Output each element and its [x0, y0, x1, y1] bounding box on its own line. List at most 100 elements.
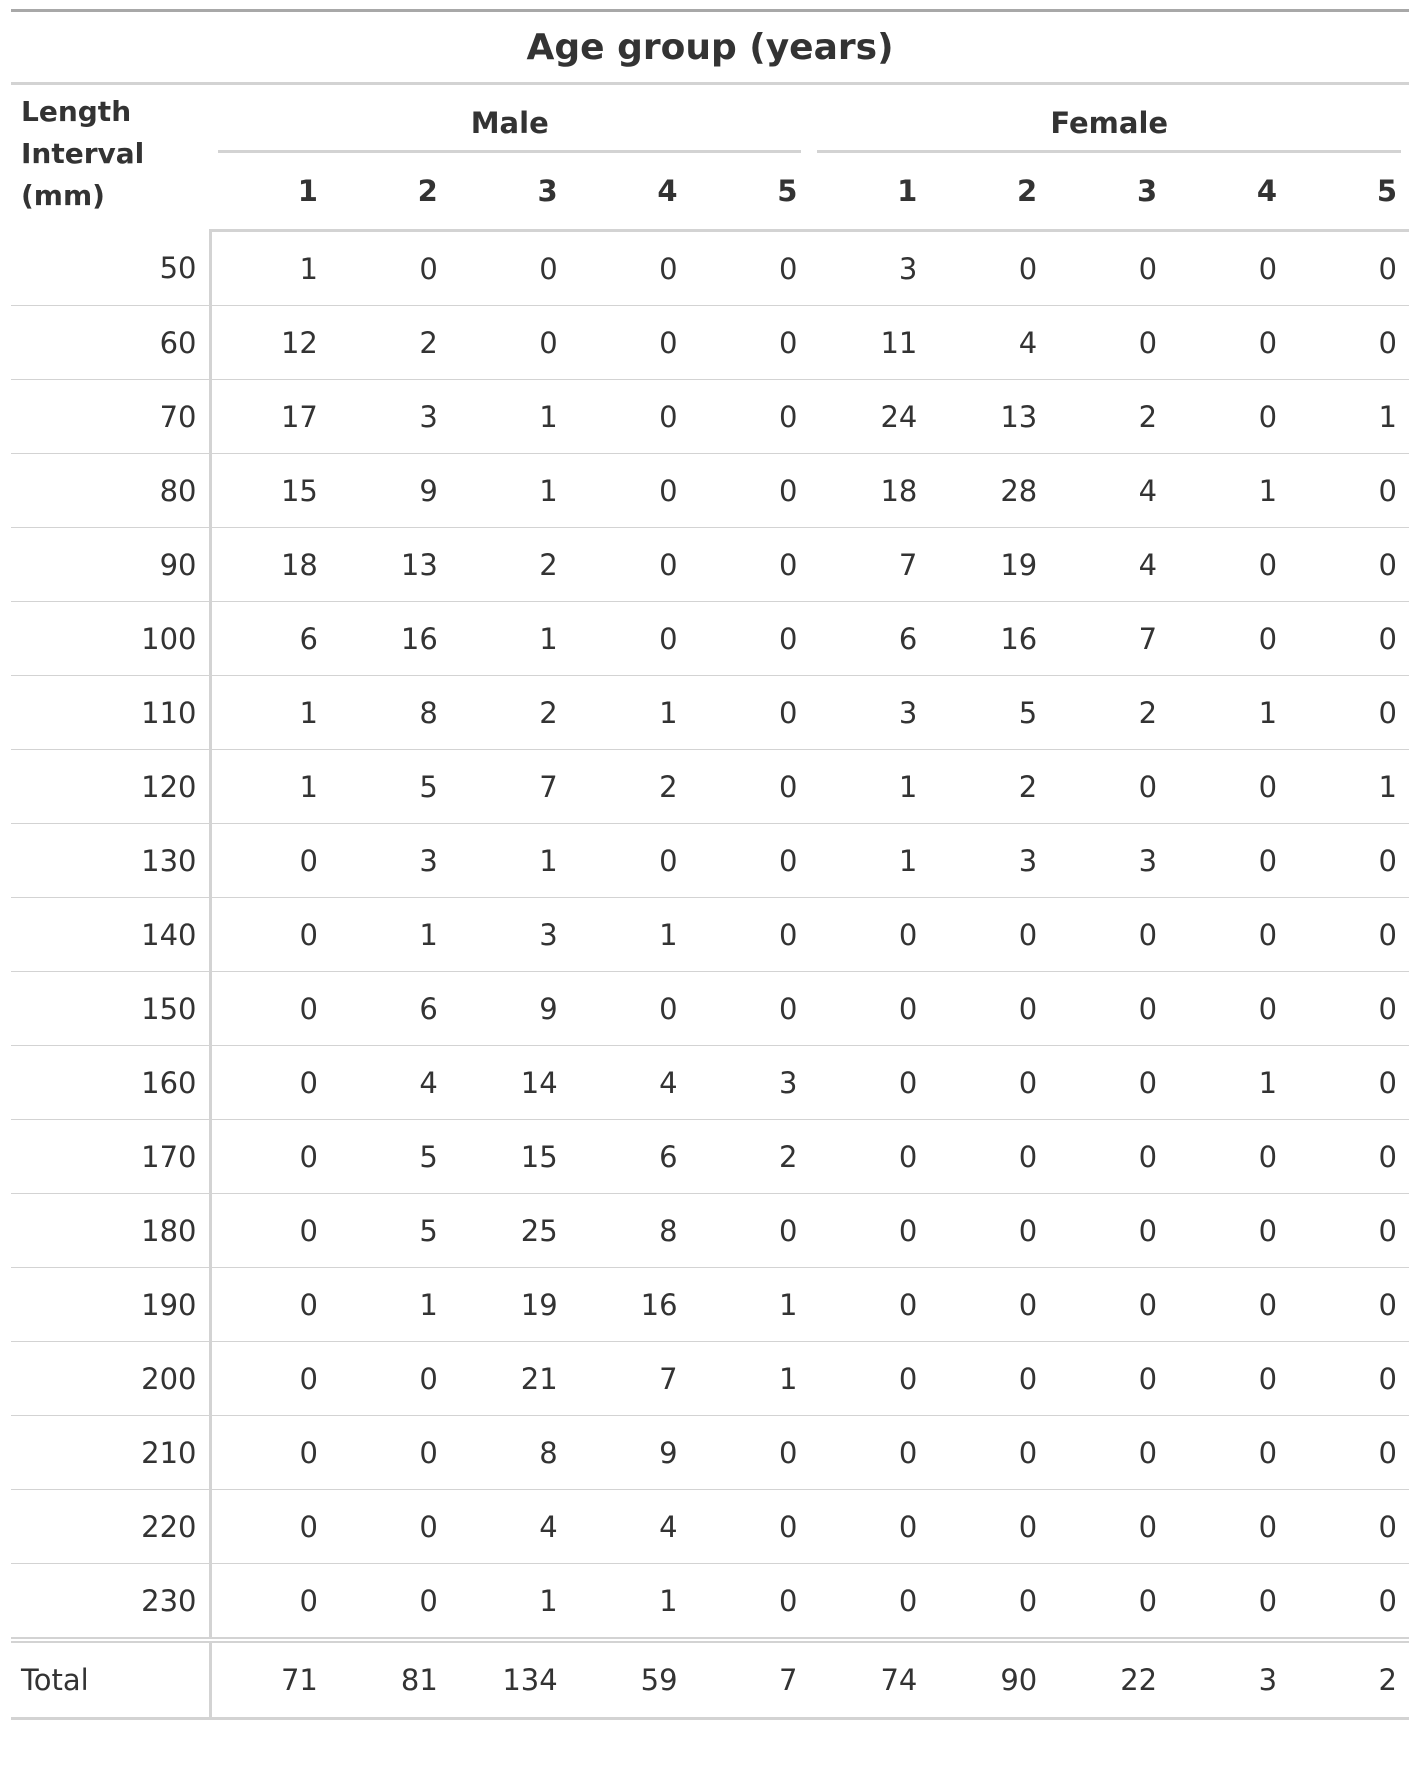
table-cell: 0	[1169, 1267, 1290, 1342]
table-cell: 0	[689, 379, 810, 454]
table-cell: 0	[1049, 1193, 1170, 1268]
table-cell: 3	[809, 675, 930, 750]
column-header: 5	[1289, 153, 1409, 232]
table-cell: 25	[449, 1193, 570, 1268]
table-cell: 0	[210, 1119, 330, 1194]
table-cell: 0	[210, 823, 330, 898]
table-cell: 0	[929, 1267, 1050, 1342]
table-cell: 0	[449, 230, 570, 306]
table-cell: 0	[689, 305, 810, 380]
table-cell: 1	[210, 675, 330, 750]
table-cell: 4	[1049, 527, 1170, 602]
total-cell: 134	[449, 1637, 570, 1720]
table-cell: 3	[809, 230, 930, 306]
table-cell: 0	[689, 897, 810, 972]
table-cell: 0	[689, 971, 810, 1046]
spanner-female: Female	[809, 84, 1409, 153]
table-row: 170 0 5 15 6 2 0 0 0 0 0	[11, 1119, 1409, 1194]
table-cell: 18	[809, 453, 930, 528]
table-cell: 0	[1049, 1489, 1170, 1564]
table-cell: 0	[1169, 1563, 1290, 1641]
table-row: 150 0 6 9 0 0 0 0 0 0 0	[11, 971, 1409, 1046]
table-cell: 0	[210, 1045, 330, 1120]
table-cell: 0	[689, 230, 810, 306]
table-cell: 0	[210, 1563, 330, 1641]
table-cell: 0	[210, 971, 330, 1046]
table-cell: 2	[1049, 379, 1170, 454]
table-cell: 14	[449, 1045, 570, 1120]
table-cell: 0	[929, 1341, 1050, 1416]
table-cell: 1	[449, 379, 570, 454]
total-row: Total 71 81 134 59 7 74 90 22 3 2	[11, 1637, 1409, 1720]
table-cell: 0	[809, 1267, 930, 1342]
table-cell: 0	[809, 1489, 930, 1564]
stub-header-line: (mm)	[21, 178, 105, 212]
table-cell: 0	[1049, 305, 1170, 380]
table-cell: 0	[329, 1415, 450, 1490]
table-cell: 0	[1049, 1563, 1170, 1641]
table-row: 70 17 3 1 0 0 24 13 2 0 1	[11, 379, 1409, 454]
table-cell: 13	[329, 527, 450, 602]
table-cell: 1	[329, 897, 450, 972]
table-cell: 0	[1169, 1415, 1290, 1490]
table-cell: 1	[1169, 1045, 1290, 1120]
table-cell: 1	[1289, 749, 1409, 824]
length-age-table: Age group (years) Length Interval (mm) M…	[11, 9, 1409, 1720]
table-cell: 15	[210, 453, 330, 528]
table-cell: 9	[449, 971, 570, 1046]
table-cell: 0	[1289, 230, 1409, 306]
table-cell: 3	[449, 897, 570, 972]
table-cell: 0	[689, 1563, 810, 1641]
table-row: 110 1 8 2 1 0 3 5 2 1 0	[11, 675, 1409, 750]
table-cell: 0	[1289, 823, 1409, 898]
table-cell: 0	[1289, 601, 1409, 676]
table-cell: 2	[1049, 675, 1170, 750]
table-cell: 11	[809, 305, 930, 380]
table-cell: 0	[689, 1193, 810, 1268]
table-row: 180 0 5 25 8 0 0 0 0 0 0	[11, 1193, 1409, 1268]
table-cell: 19	[929, 527, 1050, 602]
table-cell: 0	[1049, 230, 1170, 306]
row-label: 200	[11, 1341, 212, 1416]
table-cell: 0	[1289, 305, 1409, 380]
table-cell: 0	[569, 305, 690, 380]
table-title: Age group (years)	[11, 9, 1409, 85]
table-cell: 2	[569, 749, 690, 824]
table-cell: 3	[689, 1045, 810, 1120]
table-cell: 0	[1289, 1267, 1409, 1342]
table-cell: 0	[1289, 1045, 1409, 1120]
table-cell: 0	[1289, 1415, 1409, 1490]
table-cell: 2	[689, 1119, 810, 1194]
row-label: 170	[11, 1119, 212, 1194]
table-cell: 9	[329, 453, 450, 528]
table-cell: 0	[689, 1489, 810, 1564]
table-cell: 0	[1169, 823, 1290, 898]
table-cell: 6	[569, 1119, 690, 1194]
table-row: 60 12 2 0 0 0 11 4 0 0 0	[11, 305, 1409, 380]
table-cell: 1	[449, 823, 570, 898]
table-cell: 0	[210, 1193, 330, 1268]
row-label: 130	[11, 823, 212, 898]
total-label: Total	[11, 1637, 212, 1720]
table-cell: 5	[329, 749, 450, 824]
row-label: 60	[11, 305, 212, 380]
table-cell: 16	[929, 601, 1050, 676]
table-cell: 1	[689, 1341, 810, 1416]
table-cell: 1	[569, 1563, 690, 1641]
total-cell: 7	[689, 1637, 810, 1720]
spanner-male: Male	[210, 84, 809, 153]
table-cell: 0	[1049, 1267, 1170, 1342]
spanner-label: Male	[218, 106, 802, 153]
table-row: 140 0 1 3 1 0 0 0 0 0 0	[11, 897, 1409, 972]
table-cell: 0	[929, 1415, 1050, 1490]
row-label: 100	[11, 601, 212, 676]
table-cell: 1	[1169, 453, 1290, 528]
table-cell: 0	[569, 527, 690, 602]
table-cell: 3	[929, 823, 1050, 898]
row-label: 90	[11, 527, 212, 602]
column-header: 2	[329, 153, 450, 232]
table-cell: 7	[569, 1341, 690, 1416]
table-cell: 1	[569, 897, 690, 972]
table-cell: 0	[1049, 749, 1170, 824]
row-label: 70	[11, 379, 212, 454]
